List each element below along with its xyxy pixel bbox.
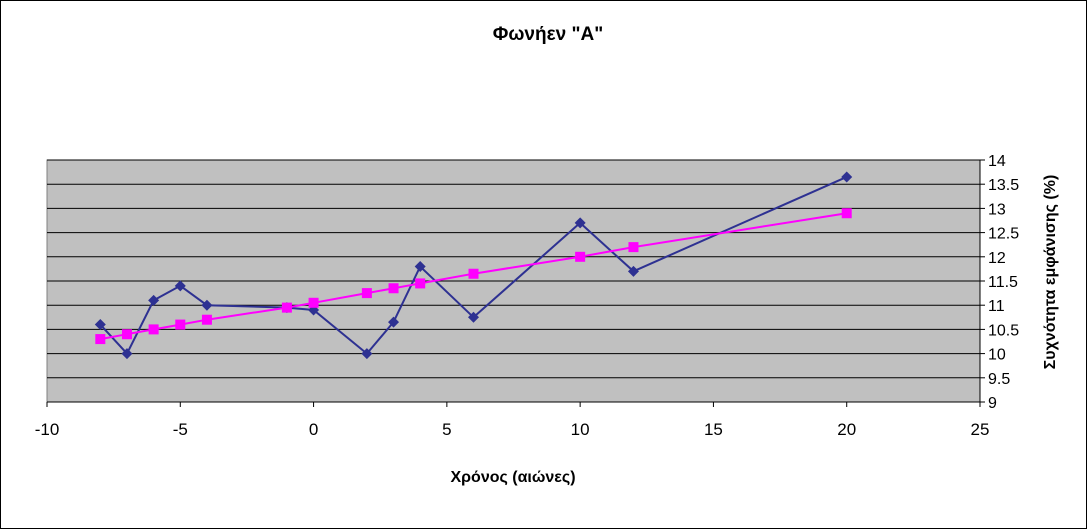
data-point-square xyxy=(175,319,186,330)
data-point-square xyxy=(841,208,852,219)
y-tick-label: 9.5 xyxy=(988,371,1010,388)
data-point-square xyxy=(121,329,132,340)
y-tick-label: 12 xyxy=(988,250,1006,267)
data-point-diamond xyxy=(574,217,586,229)
y-tick-label: 9 xyxy=(988,395,997,412)
y-tick-label: 10 xyxy=(988,347,1006,364)
data-point-square xyxy=(575,251,586,262)
data-point-square xyxy=(361,288,372,299)
y-tick-label: 13 xyxy=(988,201,1006,218)
data-point-diamond xyxy=(361,348,373,360)
x-tick-label: 15 xyxy=(704,420,723,439)
y-tick-label: 14 xyxy=(988,153,1006,170)
data-point-square xyxy=(308,297,319,308)
series-1 xyxy=(94,171,853,360)
x-tick-label: 5 xyxy=(442,420,451,439)
x-tick-label: 10 xyxy=(571,420,590,439)
data-point-diamond xyxy=(121,348,133,360)
y-tick-label: 11.5 xyxy=(988,274,1018,291)
series-layer xyxy=(94,171,853,360)
data-point-square xyxy=(388,283,399,294)
y-tick-label: 10.5 xyxy=(988,322,1019,339)
series-2 xyxy=(95,208,852,345)
y-axis: 9 9.5 10 10.5 11 11.5 12 12.5 13 13.5 14 xyxy=(979,153,1019,412)
x-tick-label: 0 xyxy=(309,420,318,439)
x-axis-label: Χρόνος (αιώνες) xyxy=(450,469,575,486)
data-point-square xyxy=(468,268,479,279)
chart-title: Φωνήεν "Α" xyxy=(493,24,603,45)
data-point-diamond xyxy=(174,280,186,292)
x-tick-label: 20 xyxy=(837,420,856,439)
x-tick-label: -5 xyxy=(173,420,188,439)
data-point-square xyxy=(628,242,639,253)
data-point-diamond xyxy=(94,319,106,331)
x-axis: -10 -5 0 5 10 15 20 25 xyxy=(35,401,990,439)
y-axis-label: Συχνότητα εμφάνισης (%) xyxy=(1042,175,1059,370)
y-tick-label: 12.5 xyxy=(988,226,1019,243)
data-point-square xyxy=(95,334,106,345)
data-point-diamond xyxy=(388,316,400,328)
x-tick-label: -10 xyxy=(35,420,60,439)
y-tick-label: 13.5 xyxy=(988,177,1019,194)
data-point-square xyxy=(415,278,426,289)
data-point-diamond xyxy=(201,299,213,311)
data-point-square xyxy=(148,324,159,335)
data-point-diamond xyxy=(148,294,160,306)
data-point-square xyxy=(281,302,292,313)
y-tick-label: 11 xyxy=(988,298,1005,315)
series-line xyxy=(99,175,848,356)
data-point-diamond xyxy=(468,311,480,323)
data-point-square xyxy=(201,314,212,325)
data-point-diamond xyxy=(414,260,426,272)
data-point-diamond xyxy=(627,265,639,277)
x-tick-label: 25 xyxy=(971,420,990,439)
data-point-diamond xyxy=(841,171,853,183)
